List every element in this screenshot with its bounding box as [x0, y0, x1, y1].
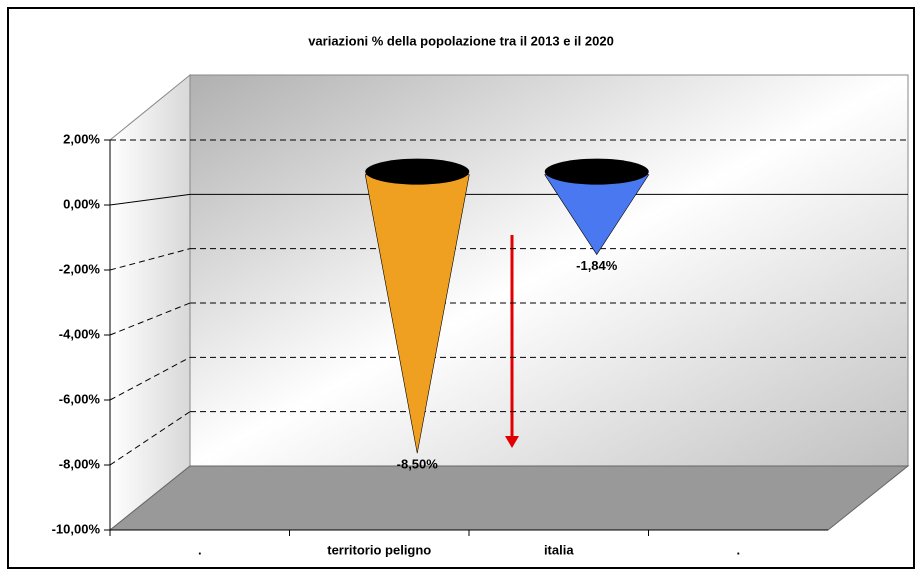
grid-line	[109, 302, 191, 336]
chart-title: variazioni % della popolazione tra il 20…	[308, 33, 614, 48]
y-tick-label: -10,00%	[52, 521, 101, 536]
data-label: -8,50%	[397, 457, 439, 472]
x-tick-label: territorio peligno	[327, 542, 431, 557]
y-tick-label: 2,00%	[63, 131, 100, 146]
arrow-head	[505, 436, 519, 448]
cone-top	[544, 158, 649, 185]
x-tick-label: .	[736, 542, 740, 557]
y-tick-label: -4,00%	[59, 326, 101, 341]
floor	[108, 465, 910, 531]
grid-line	[109, 193, 191, 206]
side-wall	[109, 73, 191, 532]
back-wall	[189, 74, 909, 467]
y-tick-label: 0,00%	[63, 196, 100, 211]
x-tick-label: .	[198, 542, 202, 557]
y-tick-label: -2,00%	[59, 261, 101, 276]
data-label: -1,84%	[576, 258, 618, 273]
grid-line	[109, 248, 191, 271]
grid-line	[109, 356, 191, 401]
grid-line	[109, 411, 191, 466]
cone-top	[365, 158, 470, 185]
x-tick-label: italia	[544, 542, 574, 557]
y-tick-label: -6,00%	[59, 391, 101, 406]
y-tick-label: -8,00%	[59, 456, 101, 471]
